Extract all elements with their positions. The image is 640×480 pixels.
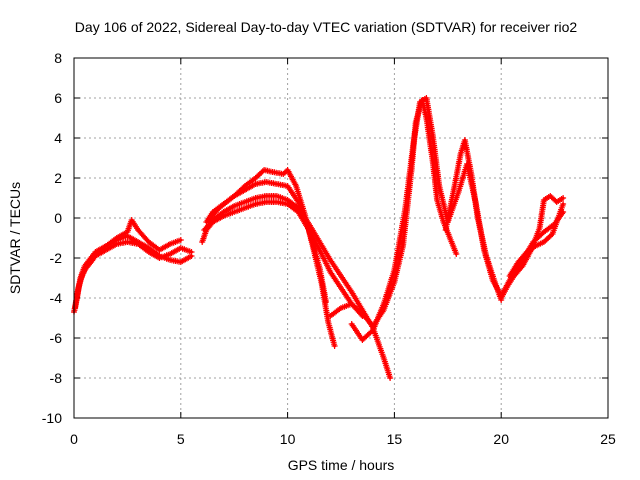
y-tick-label: 2 [54, 170, 62, 186]
y-tick-label: -2 [50, 250, 63, 266]
y-tick-label: -10 [42, 410, 62, 426]
x-tick-label: 10 [280, 431, 296, 447]
x-tick-label: 15 [387, 431, 403, 447]
plus-markers [348, 95, 505, 343]
y-tick-label: 8 [54, 50, 62, 66]
series-track-4 [199, 199, 366, 319]
data-series [71, 95, 567, 381]
series-track-3 [73, 217, 184, 305]
y-tick-label: -4 [50, 290, 63, 306]
series-line [73, 234, 193, 310]
y-tick-label: -6 [50, 330, 63, 346]
x-tick-label: 25 [600, 431, 616, 447]
plus-markers [201, 193, 394, 381]
axis-ticks: 0 5 10 15 20 25 -10 -8 -6 -4 -2 0 2 4 6 8 [42, 50, 616, 447]
series-track-9 [348, 95, 505, 343]
y-tick-label: 0 [54, 210, 62, 226]
y-tick-label: -8 [50, 370, 63, 386]
series-track-10 [442, 137, 505, 303]
plus-markers [71, 239, 195, 315]
chart-title: Day 106 of 2022, Sidereal Day-to-day VTE… [75, 19, 578, 35]
y-tick-label: 6 [54, 90, 62, 106]
series-track-1 [71, 239, 195, 315]
plus-markers [199, 199, 366, 319]
plot-frame [73, 57, 609, 419]
plus-markers [442, 137, 505, 303]
series-track-13 [506, 201, 567, 279]
y-tick-label: 4 [54, 130, 62, 146]
x-axis-title: GPS time / hours [288, 457, 395, 473]
x-tick-label: 5 [177, 431, 185, 447]
plus-markers [506, 201, 567, 279]
series-line [202, 194, 392, 380]
y-axis-title: SDTVAR / TECUs [7, 182, 23, 294]
series-track-5 [201, 193, 394, 381]
x-tick-label: 0 [70, 431, 78, 447]
plus-markers [205, 167, 338, 349]
grid [74, 58, 608, 418]
series-track-7 [205, 167, 338, 349]
plus-markers [73, 217, 184, 305]
series-line [200, 200, 364, 318]
x-tick-label: 20 [493, 431, 509, 447]
